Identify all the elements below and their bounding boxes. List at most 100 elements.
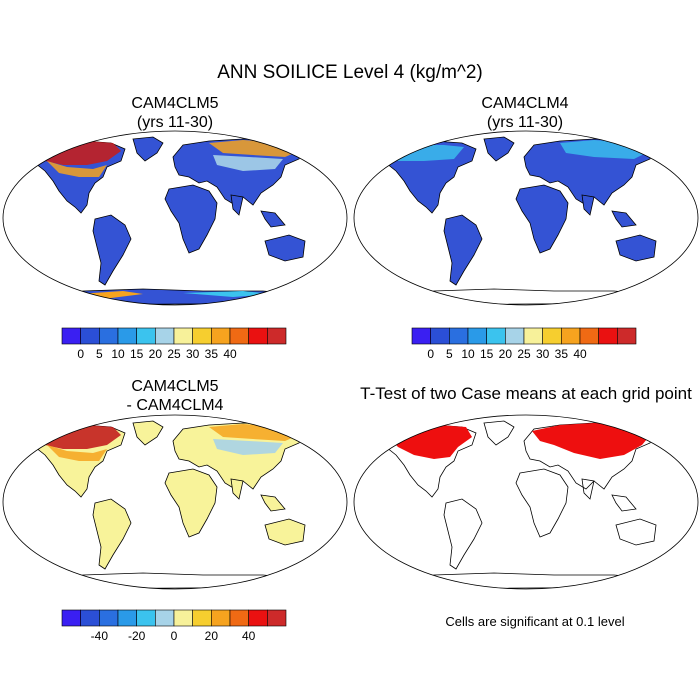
colorbar-swatch [579, 327, 599, 345]
colorbar-swatch [211, 609, 231, 627]
colorbar-swatches: 0 5 10 15 20 25 30 35 40 [411, 327, 637, 361]
panel-title-line2: (yrs 11-30) [136, 114, 214, 131]
colorbar-tick-label: 35 [205, 347, 219, 361]
colorbar-tick-label: 20 [499, 347, 513, 361]
significance-note: Cells are significant at 0.1 level [445, 614, 625, 629]
colorbar-tick-label: 40 [242, 629, 256, 643]
continent-africa [515, 184, 569, 254]
colorbar-tick-label: 30 [186, 347, 200, 361]
continent-africa [164, 184, 218, 254]
map-panel-difference [2, 414, 348, 590]
continent-africa [164, 468, 218, 538]
colorbar-swatch [598, 327, 618, 345]
continent-australia [615, 234, 657, 262]
colorbar-tick-label: 35 [555, 347, 569, 361]
mid-values-eurasia [213, 155, 283, 171]
panel-title-top-left: CAM4CLM5 (yrs 11-30) [55, 94, 295, 132]
colorbar-swatch [267, 609, 287, 627]
colorbar-swatch [192, 609, 212, 627]
colorbar-tick-label: 20 [205, 629, 219, 643]
continent-southAmerica [92, 214, 132, 286]
colorbar-swatch [267, 327, 287, 345]
colorbar-swatch [80, 609, 100, 627]
colorbar-top-left: 0 5 10 15 20 25 30 35 40 [61, 327, 287, 361]
continent-seAsia [611, 494, 637, 512]
colorbar-swatch [173, 327, 193, 345]
colorbar-swatch [449, 327, 469, 345]
panel-title-top-right: CAM4CLM4 (yrs 11-30) [405, 94, 645, 132]
colorbar-swatch [173, 609, 193, 627]
colorbar-tick-label: 5 [446, 347, 453, 361]
panel-title-line1: CAM4CLM5 [131, 95, 219, 112]
colorbar-swatch [155, 609, 175, 627]
colorbar-swatch [229, 327, 249, 345]
warm-values-north-america [47, 445, 107, 461]
colorbar-top-right: 0 5 10 15 20 25 30 35 40 [411, 327, 637, 361]
colorbar-swatch [211, 327, 231, 345]
colorbar-tick-label: 30 [536, 347, 550, 361]
colorbar-swatch [248, 609, 268, 627]
colorbar-swatch [61, 609, 81, 627]
warm-values-north-america [47, 161, 107, 177]
colorbar-tick-label: 40 [573, 347, 587, 361]
continent-greenland [483, 420, 515, 446]
colorbar-swatch [229, 609, 249, 627]
continent-india [230, 478, 244, 500]
colorbar-tick-label: 25 [517, 347, 531, 361]
colorbar-tick-label: 10 [461, 347, 475, 361]
colorbar-tick-label: 20 [149, 347, 163, 361]
colorbar-swatch [467, 327, 487, 345]
colorbar-swatch [411, 327, 431, 345]
panel-title-line2: (yrs 11-30) [486, 114, 564, 131]
continent-greenland [132, 136, 164, 162]
colorbar-swatch [561, 327, 581, 345]
continent-australia [615, 518, 657, 546]
colorbar-swatch [505, 327, 525, 345]
colorbar-tick-label: 10 [111, 347, 125, 361]
colorbar-swatch [523, 327, 543, 345]
colorbar-tick-label: 15 [130, 347, 144, 361]
colorbar-difference: -40 -20 0 20 40 [61, 609, 287, 643]
colorbar-swatch [117, 609, 137, 627]
colorbar-tick-label: 15 [480, 347, 494, 361]
continent-seAsia [260, 494, 286, 512]
figure-title: ANN SOILICE Level 4 (kg/m^2) [217, 62, 483, 83]
continent-australia [264, 518, 306, 546]
colorbar-swatch [617, 327, 637, 345]
map-panel-ttest [353, 414, 699, 590]
significant-cells-eurasia [532, 423, 652, 459]
antarctic-values [183, 291, 273, 297]
colorbar-tick-label: -20 [128, 629, 146, 643]
map-boundary [2, 130, 348, 306]
continent-southAmerica [443, 214, 483, 286]
colorbar-tick-label: 0 [77, 347, 84, 361]
colorbar-swatch [99, 327, 119, 345]
map-panel-cam4clm5 [2, 130, 348, 306]
continent-india [230, 194, 244, 216]
panel-title-line1: CAM4CLM5 [131, 378, 219, 395]
continent-australia [264, 234, 306, 262]
colorbar-tick-label: -40 [91, 629, 109, 643]
colorbar-tick-label: 5 [96, 347, 103, 361]
colorbar-swatch [99, 609, 119, 627]
colorbar-tick-label: 0 [427, 347, 434, 361]
colorbar-swatch [430, 327, 450, 345]
continent-india [581, 478, 595, 500]
continent-africa [515, 468, 569, 538]
colorbar-swatch [136, 327, 156, 345]
colorbar-swatches: -40 -20 0 20 40 [61, 609, 287, 643]
mid-values-eurasia [213, 439, 283, 455]
continent-southAmerica [443, 498, 483, 570]
colorbar-tick-label: 40 [223, 347, 237, 361]
colorbar-swatch [192, 327, 212, 345]
map-boundary [353, 414, 699, 590]
panel-title-line1: CAM4CLM4 [481, 95, 569, 112]
panel-title-bottom-left: CAM4CLM5 - CAM4CLM4 [55, 377, 295, 415]
colorbar-swatch [155, 327, 175, 345]
map-boundary [353, 130, 699, 306]
map-panel-cam4clm4 [353, 130, 699, 306]
continent-antarctica [31, 288, 324, 305]
panel-title-bottom-right: T-Test of two Case means at each grid po… [360, 384, 692, 403]
colorbar-swatch [117, 327, 137, 345]
